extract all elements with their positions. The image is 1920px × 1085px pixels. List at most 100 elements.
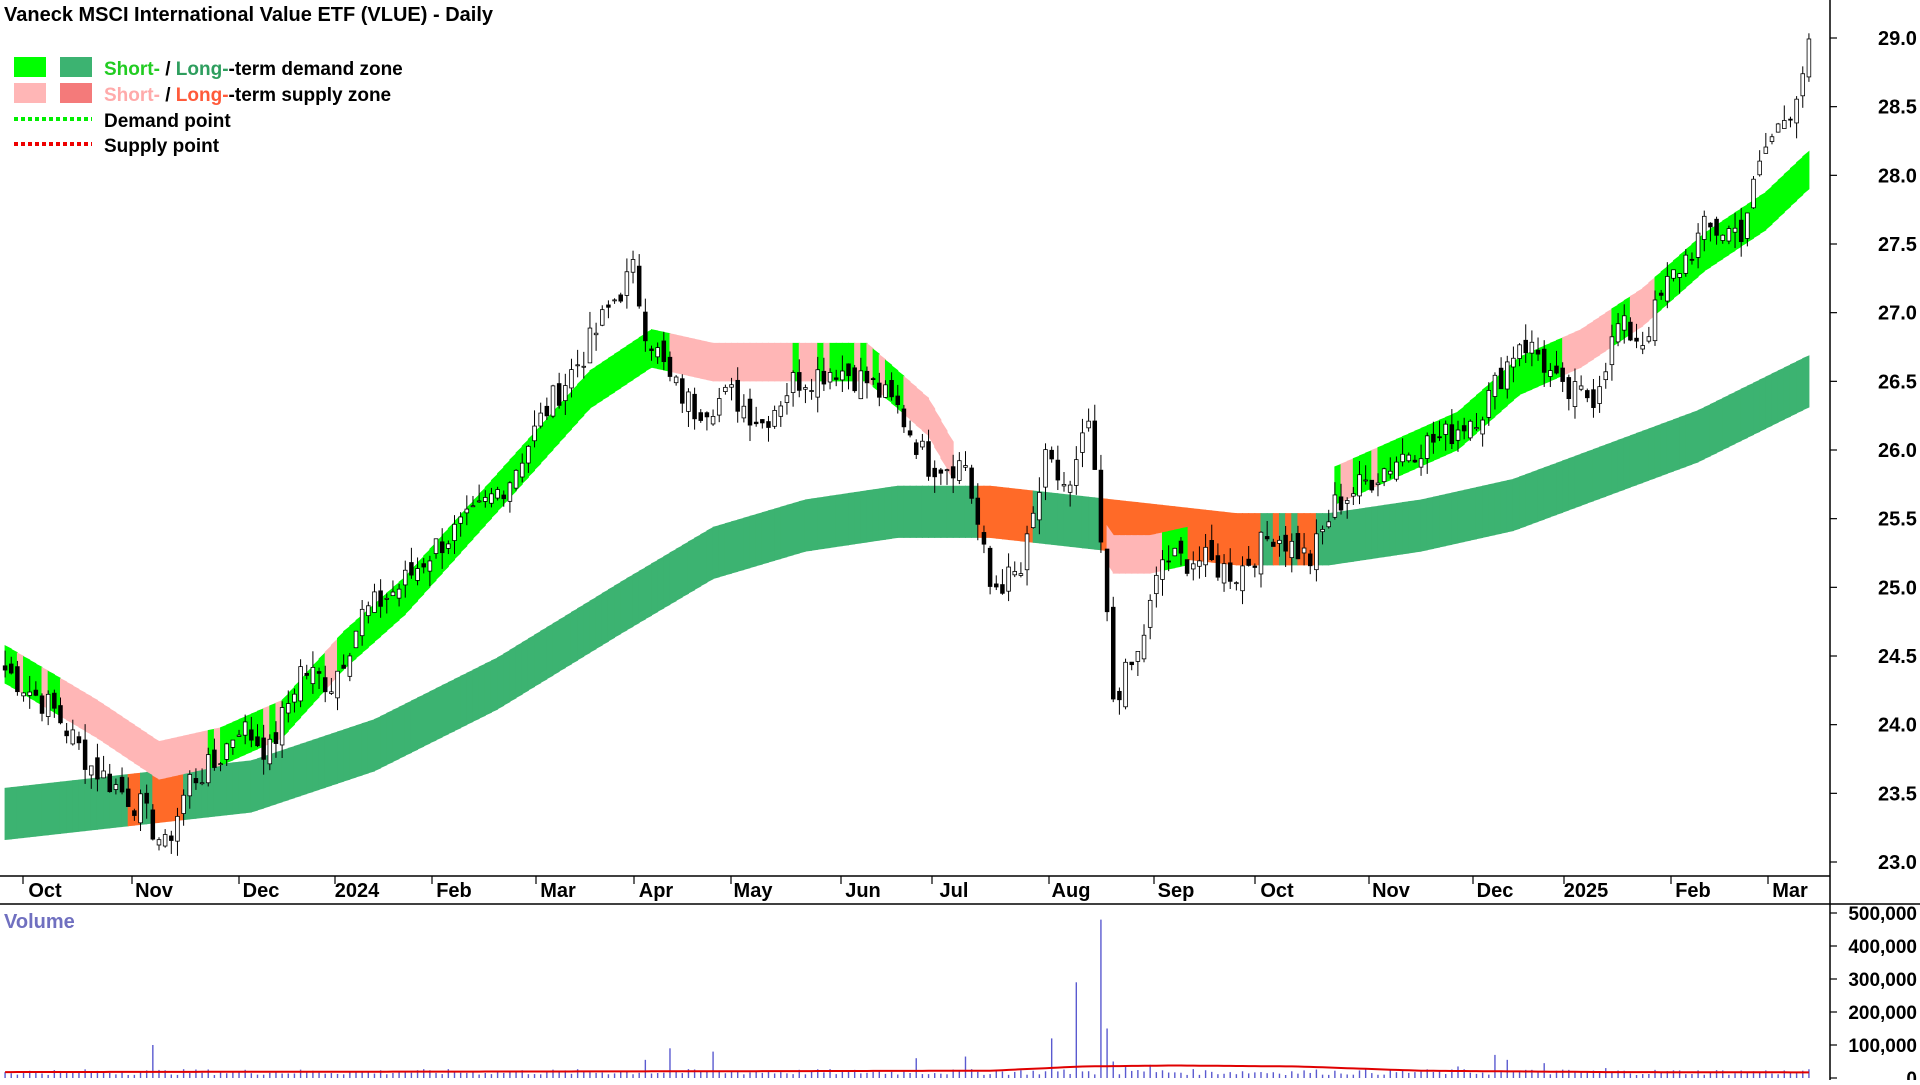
candle-body (944, 469, 950, 472)
short-band-segment (103, 704, 111, 747)
long-band-segment (1451, 491, 1459, 545)
candle-body (1061, 484, 1067, 487)
short-band-segment (694, 338, 702, 379)
long-band-segment (1592, 446, 1601, 502)
short-band-segment (589, 366, 597, 409)
candle-body (390, 591, 396, 597)
candle-body (113, 784, 119, 790)
candle-body (396, 588, 402, 599)
long-band-segment (410, 697, 419, 753)
short-band-segment (497, 466, 505, 512)
candle-body (913, 442, 919, 455)
candle-body (329, 691, 334, 694)
long-band-segment (306, 739, 314, 795)
candle-body (1671, 269, 1676, 279)
long-band-segment (170, 768, 178, 822)
short-band-segment (1168, 529, 1176, 570)
long-band-segment (755, 512, 763, 567)
candle-body (735, 379, 740, 412)
long-band-segment (441, 682, 449, 738)
candle-body (612, 299, 617, 302)
long-band-segment (1605, 442, 1613, 497)
candle-body (52, 692, 57, 709)
long-band-segment (829, 494, 837, 548)
candle-body (593, 332, 599, 336)
short-band-segment (1586, 320, 1594, 364)
long-band-segment (952, 485, 960, 538)
long-band-segment (1802, 355, 1810, 411)
long-band-segment (681, 541, 689, 598)
long-band-segment (1740, 385, 1748, 441)
candle-body (797, 372, 802, 391)
candle-body (877, 382, 882, 398)
candle-body (1806, 38, 1812, 78)
candle-body (1141, 634, 1147, 660)
long-band-segment (657, 556, 665, 613)
candle-body (156, 839, 162, 846)
candle-body (1775, 123, 1781, 133)
short-band-segment (614, 349, 622, 393)
long-band-segment (84, 778, 92, 832)
candle-body (372, 591, 377, 613)
candle-body (1351, 493, 1356, 497)
long-band-segment (330, 731, 339, 786)
candle-body (439, 541, 445, 554)
volume-y-tick-label: 100,000 (1848, 1036, 1917, 1057)
long-band-segment (958, 485, 966, 538)
long-band-segment (928, 485, 936, 538)
date-x-tick-label: Feb (1675, 880, 1711, 902)
candle-body (815, 369, 820, 398)
short-band-segment (472, 493, 480, 540)
long-band-segment (490, 657, 499, 713)
long-band-segment (1556, 460, 1564, 516)
candle-body (1751, 178, 1756, 209)
long-band-segment (1334, 511, 1342, 565)
short-band-segment (140, 728, 148, 772)
long-band-segment (675, 545, 683, 602)
short-band-segment (1174, 528, 1182, 569)
long-band-segment (1796, 358, 1804, 414)
candle-body (981, 532, 987, 545)
long-band-segment (1365, 506, 1373, 560)
long-band-segment (915, 485, 923, 538)
candle-body (1646, 336, 1652, 342)
candle-body (1486, 390, 1492, 418)
candle-body (1178, 540, 1184, 554)
candle-body (1794, 98, 1799, 124)
candle-body (433, 538, 439, 554)
candle-body (1689, 258, 1695, 261)
short-band-segment (337, 631, 345, 677)
long-band-segment (644, 563, 653, 620)
long-term-zone-band (4, 355, 1810, 841)
candle-body (236, 734, 242, 737)
long-band-segment (749, 514, 757, 569)
candle-body (1215, 555, 1221, 578)
long-band-segment (1617, 437, 1625, 493)
candle-body (199, 782, 205, 785)
long-band-segment (817, 496, 825, 550)
long-band-segment (1432, 495, 1441, 549)
long-band-segment (897, 485, 905, 538)
short-band-segment (780, 342, 788, 382)
legend-demand-long-prefix: Long- (176, 59, 229, 80)
long-band-segment (96, 776, 105, 830)
short-term-zone-band (4, 150, 1810, 780)
candle-body (483, 497, 488, 502)
candle-body (1000, 584, 1005, 594)
short-band-segment (909, 381, 917, 426)
candle-body (1498, 367, 1504, 390)
long-band-segment (158, 769, 166, 823)
date-x-tick-label: May (734, 880, 774, 902)
short-band-segment (1118, 535, 1127, 574)
candle-body (544, 405, 550, 417)
long-band-segment (1672, 417, 1681, 472)
date-x-tick-label: Mar (1772, 880, 1808, 902)
short-band-segment (152, 737, 160, 780)
long-band-segment (232, 761, 240, 815)
candle-body (833, 377, 839, 380)
long-band-segment (29, 784, 37, 838)
candle-body (1677, 273, 1682, 278)
long-band-segment (558, 615, 566, 672)
candle-body (1277, 539, 1282, 544)
